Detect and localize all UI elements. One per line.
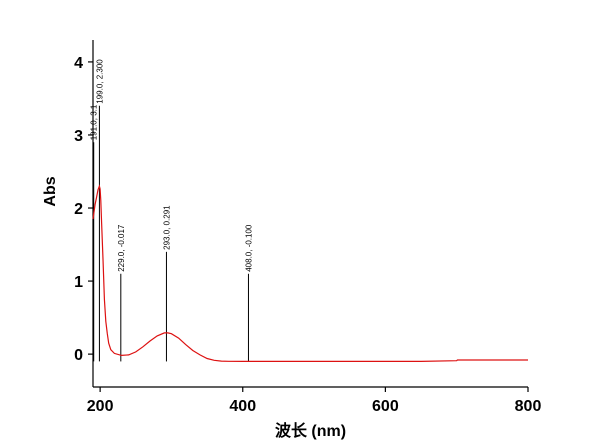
- x-axis-title: 波长 (nm): [275, 421, 346, 440]
- annotation-label: 199.0, 2.300: [95, 59, 104, 104]
- spectrum-series: [92, 184, 528, 362]
- y-axis-title: Abs: [42, 176, 59, 206]
- ticks: 0 1 2 3 4 200 400 600 800: [74, 55, 541, 415]
- annotation-label: 229.0, -0.017: [117, 224, 126, 272]
- x-tick-label: 200: [87, 398, 114, 415]
- annotation-label: 408.0, -0.100: [244, 224, 253, 272]
- annotation-label: 293.0, 0.291: [162, 205, 171, 250]
- series-line-0: [92, 184, 528, 362]
- y-tick-label: 2: [74, 201, 83, 218]
- annotation-label: 191.0, 3.1: [90, 104, 99, 140]
- y-tick-label: 3: [74, 128, 83, 145]
- y-tick-label: 1: [74, 274, 83, 291]
- y-tick-label: 4: [74, 55, 83, 72]
- axes: [92, 40, 528, 388]
- x-tick-label: 400: [229, 398, 256, 415]
- x-tick-label: 600: [372, 398, 399, 415]
- y-tick-label: 0: [74, 347, 83, 364]
- axis-titles: 波长 (nm) Abs: [42, 176, 346, 440]
- x-tick-label: 800: [515, 398, 542, 415]
